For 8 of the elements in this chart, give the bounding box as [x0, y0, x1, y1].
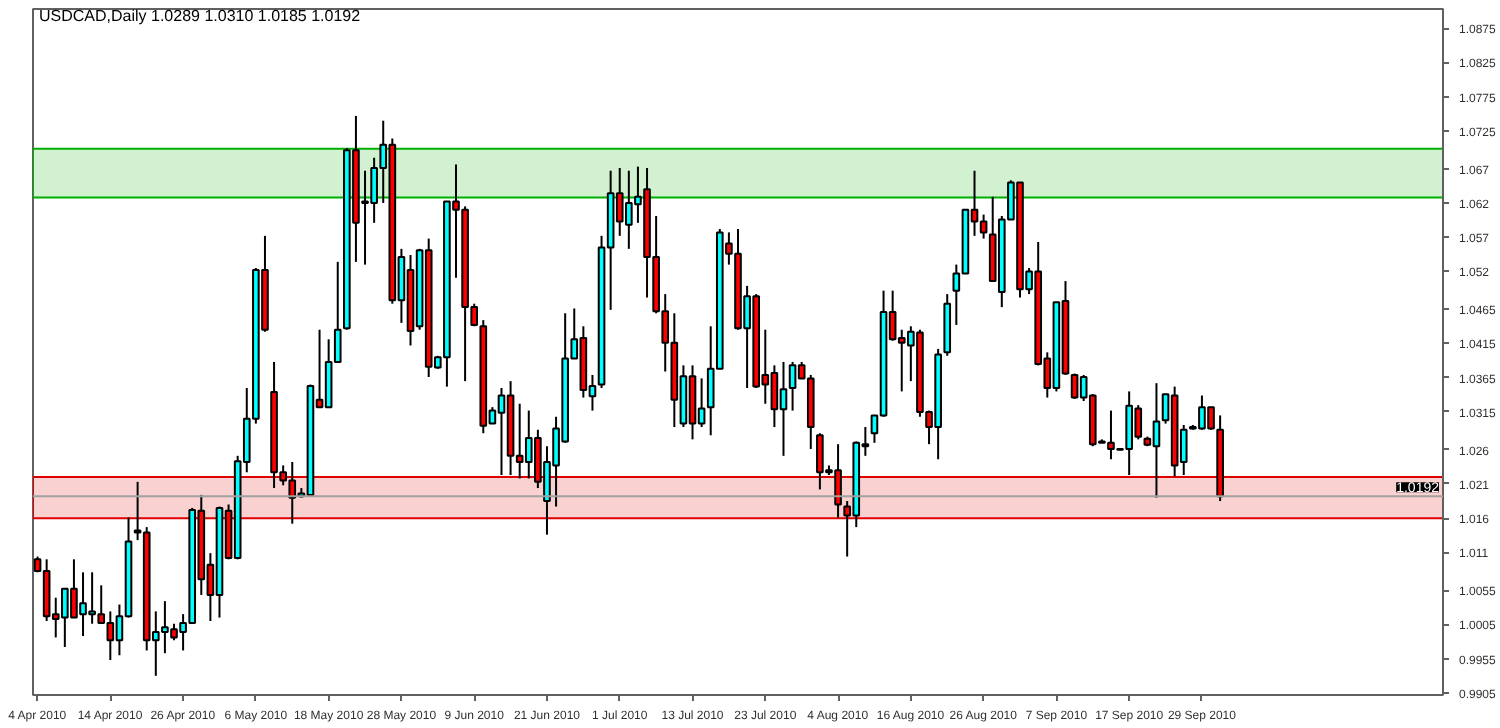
candlestick [688, 364, 697, 441]
candlestick [779, 360, 788, 457]
candlestick [979, 213, 988, 240]
candlestick [788, 360, 797, 412]
chart-title: USDCAD,Daily 1.0289 1.0310 1.0185 1.0192 [39, 7, 362, 25]
candlestick [1152, 382, 1161, 499]
candlestick [697, 377, 706, 429]
candlestick [497, 386, 506, 477]
